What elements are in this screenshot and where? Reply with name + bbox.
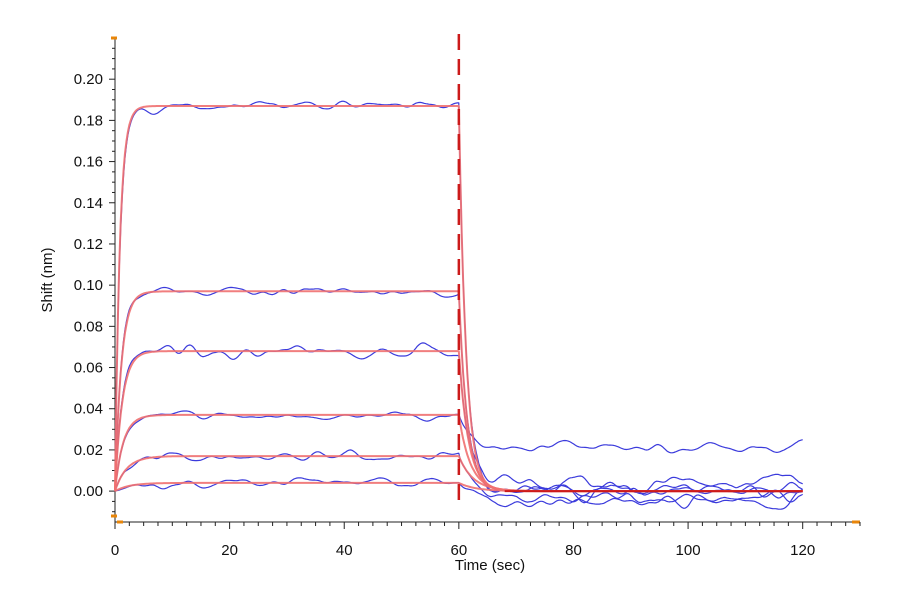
- x-axis-title: Time (sec): [455, 557, 525, 574]
- y-tick-label: 0.10: [74, 277, 103, 294]
- x-tick-label: 60: [451, 542, 468, 559]
- y-axis-title: Shift (nm): [39, 247, 56, 312]
- y-tick-label: 0.20: [74, 71, 103, 88]
- y-tick-label: 0.02: [74, 442, 103, 459]
- y-tick-label: 0.00: [74, 483, 103, 500]
- x-tick-label: 0: [111, 542, 119, 559]
- y-tick-label: 0.12: [74, 236, 103, 253]
- y-tick-label: 0.14: [74, 195, 103, 212]
- x-tick-label: 100: [676, 542, 701, 559]
- y-tick-label: 0.16: [74, 154, 103, 171]
- tick-labels: 0.00 0.02 0.04 0.06 0.08 0.10 0.12 0.14 0.16 0.18…: [74, 71, 815, 559]
- y-tick-label: 0.08: [74, 318, 103, 335]
- x-tick-label: 20: [221, 542, 238, 559]
- x-tick-label: 80: [565, 542, 582, 559]
- y-tick-label: 0.04: [74, 401, 103, 418]
- x-tick-label: 40: [336, 542, 353, 559]
- x-tick-label: 120: [790, 542, 815, 559]
- y-tick-label: 0.06: [74, 360, 103, 377]
- y-tick-label: 0.18: [74, 112, 103, 129]
